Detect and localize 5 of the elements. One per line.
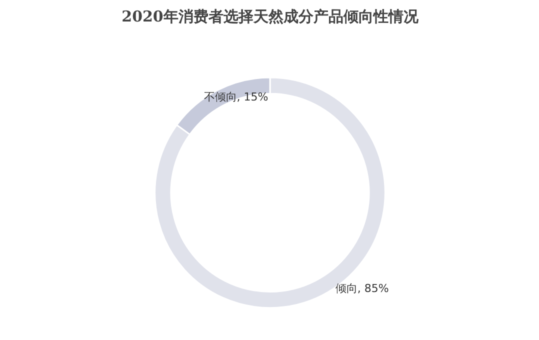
chart-title: 2020年消费者选择天然成分产品倾向性情况	[122, 8, 420, 26]
data-label: , 15%	[236, 90, 268, 104]
slice-label: 倾向	[335, 282, 358, 295]
data-label: , 85%	[357, 282, 389, 295]
slice-label: 不倾向	[204, 90, 237, 104]
